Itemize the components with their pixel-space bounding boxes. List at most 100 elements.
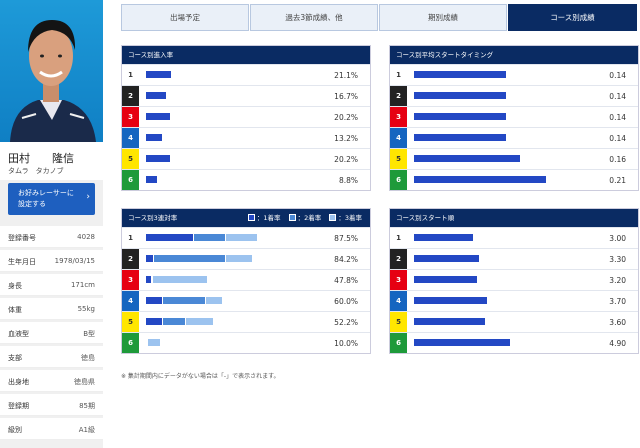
start-rank-panel: コース別スタート順 1 3.00 2 3.30 3 3.20 4 3.70 5 3.60 6 4.90 bbox=[389, 208, 639, 354]
third-place-bar bbox=[185, 318, 213, 325]
value-label: 3.60 bbox=[609, 318, 626, 327]
lane-number: 4 bbox=[390, 128, 407, 148]
top3-rate-panel: コース別3連対率 ：1着率 ：2着率 ：3着率 1 87.5% 2 84.2% 3 47.… bbox=[121, 208, 371, 354]
profile-row: 出身地 徳島県 bbox=[0, 370, 103, 392]
first-place-bar bbox=[146, 297, 163, 304]
profile-value: 徳島県 bbox=[74, 378, 95, 386]
value-label: 10.0% bbox=[334, 339, 358, 348]
tab-3[interactable]: 期別成績 bbox=[379, 4, 507, 31]
value-bar bbox=[414, 276, 477, 283]
entry-rate-panel: コース別進入率 1 21.1% 2 16.7% 3 20.2% 4 13.2% 5 20.2% 6 8… bbox=[121, 45, 371, 191]
value-label: 20.2% bbox=[334, 155, 358, 164]
lane-number: 4 bbox=[390, 291, 407, 311]
panel-title: コース別進入率 bbox=[122, 46, 370, 64]
profile-row: 体重 55kg bbox=[0, 298, 103, 320]
lane-number: 6 bbox=[390, 170, 407, 190]
value-bar bbox=[414, 155, 520, 162]
lane-row: 1 87.5% bbox=[122, 227, 370, 248]
value-label: 0.14 bbox=[609, 113, 626, 122]
profile-key: 血液型 bbox=[8, 330, 29, 338]
profile-row: 身長 171cm bbox=[0, 274, 103, 296]
second-place-bar bbox=[163, 297, 205, 304]
value-bar bbox=[146, 134, 162, 141]
third-place-bar bbox=[148, 339, 161, 346]
profile-key: 登録番号 bbox=[8, 234, 36, 242]
first-place-bar bbox=[146, 234, 193, 241]
lane-number: 5 bbox=[390, 149, 407, 169]
top3-rate-rows: 1 87.5% 2 84.2% 3 47.8% 4 60.0% 5 52.2% 6 10.0% bbox=[122, 227, 370, 353]
lane-row: 2 84.2% bbox=[122, 248, 370, 269]
lane-row: 2 16.7% bbox=[122, 85, 370, 106]
panel-title: コース別平均スタートタイミング bbox=[390, 46, 638, 64]
profile-value: 4028 bbox=[77, 233, 95, 241]
value-label: 60.0% bbox=[334, 297, 358, 306]
lane-number: 6 bbox=[122, 170, 139, 190]
lane-row: 4 13.2% bbox=[122, 127, 370, 148]
lane-number: 2 bbox=[122, 249, 139, 269]
racer-photo bbox=[0, 0, 103, 142]
lane-row: 1 0.14 bbox=[390, 64, 638, 85]
value-label: 0.14 bbox=[609, 71, 626, 80]
footnote: ※ 集計期間内にデータがない場合は「-」で表示されます。 bbox=[121, 373, 280, 380]
profile-value: 85期 bbox=[79, 402, 95, 410]
profile-value: B型 bbox=[83, 330, 95, 338]
favorite-racer-button[interactable]: お好みレーサーに 設定する › bbox=[8, 183, 95, 215]
value-bar bbox=[414, 234, 473, 241]
value-label: 3.20 bbox=[609, 276, 626, 285]
second-place-bar bbox=[163, 318, 185, 325]
profile-key: 級別 bbox=[8, 426, 22, 434]
value-label: 87.5% bbox=[334, 234, 358, 243]
value-label: 3.30 bbox=[609, 255, 626, 264]
tab-2[interactable]: 過去3節成績、他 bbox=[250, 4, 378, 31]
lane-row: 1 3.00 bbox=[390, 227, 638, 248]
value-bar bbox=[146, 176, 157, 183]
profile-key: 生年月日 bbox=[8, 258, 36, 266]
start-timing-panel: コース別平均スタートタイミング 1 0.14 2 0.14 3 0.14 4 0.14 5 0.1… bbox=[389, 45, 639, 191]
profile-value: A1級 bbox=[78, 426, 95, 434]
value-label: 16.7% bbox=[334, 92, 358, 101]
profile-value: 1978/03/15 bbox=[54, 257, 95, 265]
value-label: 0.21 bbox=[609, 176, 626, 185]
lane-row: 5 0.16 bbox=[390, 148, 638, 169]
tab-4[interactable]: コース別成績 bbox=[508, 4, 637, 31]
lane-row: 4 0.14 bbox=[390, 127, 638, 148]
value-label: 84.2% bbox=[334, 255, 358, 264]
value-label: 52.2% bbox=[334, 318, 358, 327]
value-bar bbox=[146, 92, 167, 99]
racer-name: 田村 隆信 bbox=[8, 152, 74, 165]
lane-row: 2 3.30 bbox=[390, 248, 638, 269]
value-label: 0.16 bbox=[609, 155, 626, 164]
lane-number: 1 bbox=[122, 228, 139, 248]
value-bar bbox=[146, 113, 171, 120]
lane-number: 1 bbox=[390, 228, 407, 248]
value-label: 0.14 bbox=[609, 92, 626, 101]
profile-row: 血液型 B型 bbox=[0, 322, 103, 344]
profile-row: 級別 A1級 bbox=[0, 418, 103, 440]
value-label: 0.14 bbox=[609, 134, 626, 143]
value-bar bbox=[146, 71, 172, 78]
profile-row: 生年月日 1978/03/15 bbox=[0, 250, 103, 272]
racer-kana: タムラ タカノブ bbox=[8, 167, 64, 175]
value-bar bbox=[414, 297, 487, 304]
lane-number: 1 bbox=[122, 65, 139, 85]
legend-second-label: ：2着率 bbox=[297, 214, 322, 222]
tab-bar: 出場予定 過去3節成績、他 期別成績 コース別成績 bbox=[121, 4, 640, 32]
tab-1[interactable]: 出場予定 bbox=[121, 4, 249, 31]
lane-number: 3 bbox=[122, 270, 139, 290]
lane-row: 3 47.8% bbox=[122, 269, 370, 290]
lane-row: 1 21.1% bbox=[122, 64, 370, 85]
value-label: 4.90 bbox=[609, 339, 626, 348]
lane-number: 2 bbox=[390, 86, 407, 106]
value-label: 3.70 bbox=[609, 297, 626, 306]
third-place-bar bbox=[226, 255, 253, 262]
start-timing-rows: 1 0.14 2 0.14 3 0.14 4 0.14 5 0.16 6 0.21 bbox=[390, 64, 638, 190]
profile-key: 登録期 bbox=[8, 402, 29, 410]
lane-row: 6 4.90 bbox=[390, 332, 638, 353]
legend-second-swatch bbox=[288, 214, 296, 221]
value-bar bbox=[146, 155, 171, 162]
legend-first-label: ：1着率 bbox=[256, 214, 281, 222]
racer-name-box: 田村 隆信 タムラ タカノブ bbox=[0, 142, 103, 180]
second-place-bar bbox=[153, 255, 226, 262]
lane-number: 6 bbox=[122, 333, 139, 353]
lane-row: 5 52.2% bbox=[122, 311, 370, 332]
